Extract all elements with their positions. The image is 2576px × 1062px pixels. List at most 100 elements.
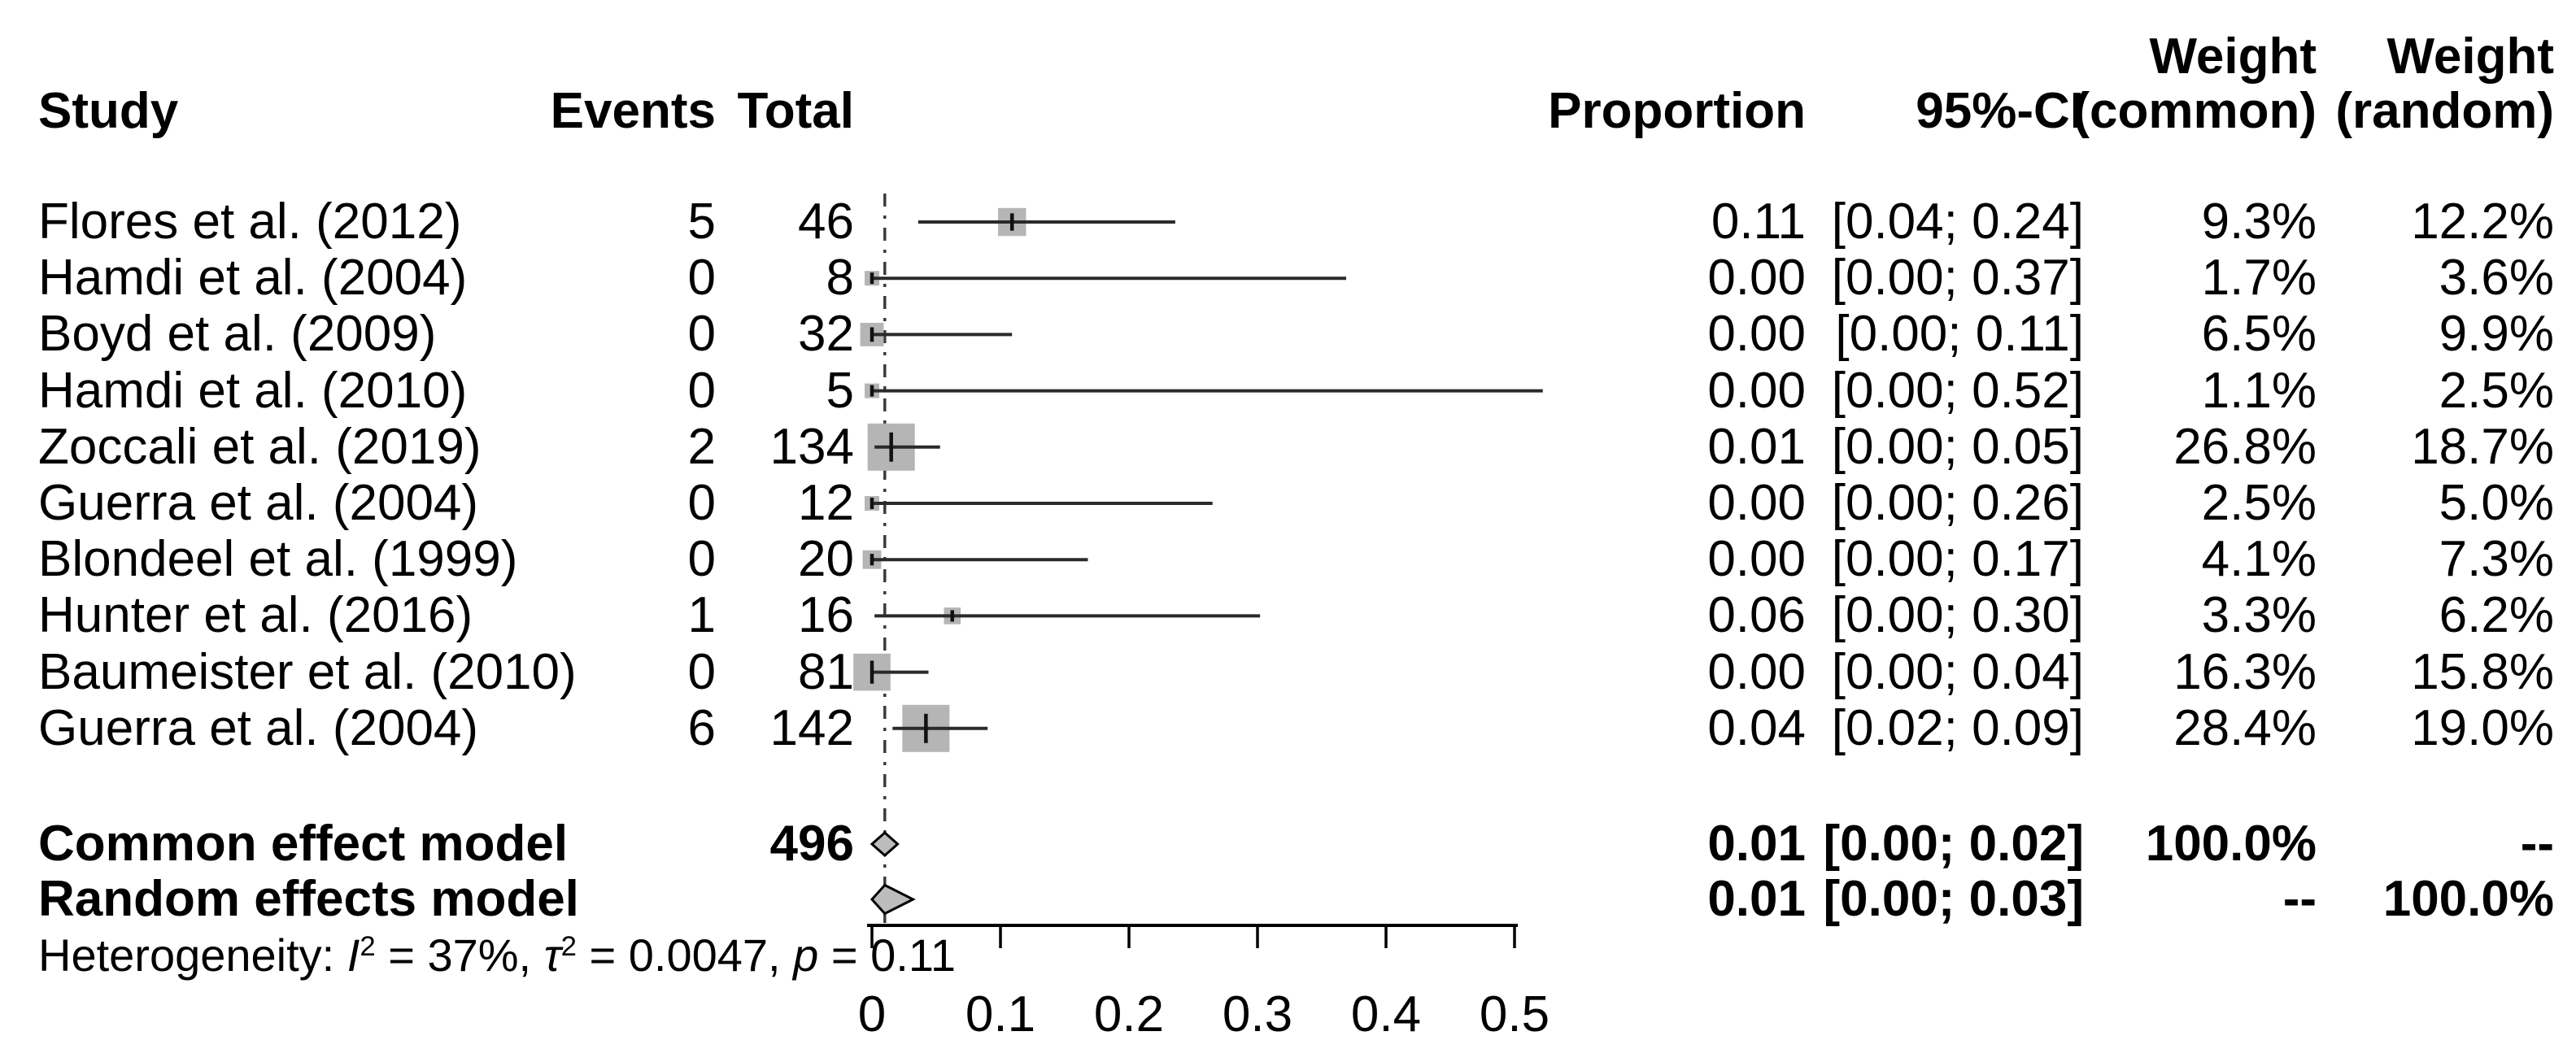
x-tick-label: 0 (858, 986, 886, 1042)
cell-proportion: 0.06 (1707, 587, 1806, 644)
cell-weight-random: 5.0% (2439, 475, 2554, 531)
cell-study-name: Hamdi et al. (2004) (38, 250, 468, 307)
col-header-study: Study (38, 83, 179, 139)
cell-study-name: Guerra et al. (2004) (38, 475, 479, 531)
col-header-total: Total (737, 83, 855, 139)
common-effect-proportion: 0.01 (1707, 816, 1806, 872)
cell-proportion: 0.00 (1707, 531, 1806, 588)
cell-proportion: 0.00 (1707, 306, 1806, 363)
cell-ci: [0.00; 0.52] (1831, 362, 2084, 419)
cell-ci: [0.00; 0.30] (1831, 587, 2084, 644)
cell-total: 16 (798, 587, 854, 644)
x-tick-label: 0.2 (1094, 986, 1164, 1042)
cell-total: 32 (798, 306, 854, 363)
cell-weight-random: 15.8% (2411, 643, 2554, 700)
het-prefix: Heterogeneity: (38, 929, 347, 981)
cell-events: 0 (687, 531, 716, 588)
cell-weight-common: 1.1% (2201, 362, 2317, 419)
common-effect-weight-common: 100.0% (2145, 816, 2317, 872)
cell-weight-random: 6.2% (2439, 587, 2554, 644)
col-header-proportion: Proportion (1548, 83, 1806, 139)
cell-weight-random: 18.7% (2411, 418, 2554, 475)
cell-proportion: 0.00 (1707, 643, 1806, 700)
cell-ci: [0.00; 0.37] (1831, 250, 2084, 307)
random-effects-weight-common: -- (2282, 871, 2317, 927)
cell-ci: [0.02; 0.09] (1831, 699, 2084, 756)
x-tick-label: 0.1 (965, 986, 1035, 1042)
cell-events: 0 (687, 643, 716, 700)
col-header-weight-random-line1: Weight (2386, 28, 2555, 85)
cell-total: 20 (798, 531, 854, 588)
cell-study-name: Zoccali et al. (2019) (38, 418, 482, 475)
cell-study-name: Boyd et al. (2009) (38, 306, 437, 363)
heterogeneity-stats: Heterogeneity: I2 = 37%, τ2 = 0.0047, p … (38, 933, 956, 978)
cell-events: 5 (687, 194, 716, 250)
cell-weight-common: 6.5% (2201, 306, 2317, 363)
cell-events: 6 (687, 699, 716, 756)
common-effect-ci: [0.00; 0.02] (1823, 816, 2084, 872)
col-header-weight-common-line1: Weight (2149, 28, 2317, 85)
cell-weight-common: 9.3% (2201, 194, 2317, 250)
cell-weight-common: 3.3% (2201, 587, 2317, 644)
het-tau-symbol: τ (543, 929, 561, 981)
cell-ci: [0.00; 0.26] (1831, 475, 2084, 531)
col-header-events: Events (550, 83, 716, 139)
col-header-weight-random-line2: (random) (2335, 83, 2554, 139)
het-i-sup: 2 (360, 930, 376, 962)
cell-proportion: 0.00 (1707, 475, 1806, 531)
cell-ci: [0.04; 0.24] (1831, 194, 2084, 250)
cell-events: 1 (687, 587, 716, 644)
cell-study-name: Guerra et al. (2004) (38, 699, 479, 756)
cell-weight-random: 2.5% (2439, 362, 2554, 419)
cell-total: 8 (826, 250, 854, 307)
cell-events: 0 (687, 475, 716, 531)
cell-weight-common: 4.1% (2201, 531, 2317, 588)
cell-weight-random: 19.0% (2411, 699, 2554, 756)
common-effect-label: Common effect model (38, 816, 569, 872)
het-p-symbol: p (793, 929, 819, 981)
common-effect-weight-random: -- (2520, 816, 2554, 872)
cell-total: 134 (769, 418, 854, 475)
cell-weight-common: 26.8% (2173, 418, 2317, 475)
het-i-value: = 37%, (375, 929, 544, 981)
cell-ci: [0.00; 0.05] (1831, 418, 2084, 475)
cell-events: 0 (687, 250, 716, 307)
cell-total: 12 (798, 475, 854, 531)
x-tick-label: 0.5 (1480, 986, 1550, 1042)
cell-proportion: 0.11 (1711, 194, 1806, 250)
het-tau-value: = 0.0047, (576, 929, 794, 981)
cell-total: 46 (798, 194, 854, 250)
het-tau-sup: 2 (560, 930, 577, 962)
cell-weight-common: 2.5% (2201, 475, 2317, 531)
cell-weight-random: 7.3% (2439, 531, 2554, 588)
cell-proportion: 0.00 (1707, 250, 1806, 307)
cell-weight-random: 9.9% (2439, 306, 2554, 363)
col-header-weight-common-line2: (common) (2073, 83, 2317, 139)
cell-weight-common: 1.7% (2201, 250, 2317, 307)
random-effects-ci: [0.00; 0.03] (1823, 871, 2084, 927)
cell-ci: [0.00; 0.17] (1831, 531, 2084, 588)
x-tick-label: 0.4 (1351, 986, 1421, 1042)
cell-total: 142 (769, 699, 854, 756)
col-header-ci: 95%-CI (1916, 83, 2084, 139)
cell-weight-common: 16.3% (2173, 643, 2317, 700)
cell-ci: [0.00; 0.11] (1835, 306, 2084, 363)
cell-total: 5 (826, 362, 854, 419)
cell-ci: [0.00; 0.04] (1831, 643, 2084, 700)
cell-weight-random: 3.6% (2439, 250, 2554, 307)
cell-weight-random: 12.2% (2411, 194, 2554, 250)
random-effects-label: Random effects model (38, 871, 579, 927)
cell-study-name: Hunter et al. (2016) (38, 587, 473, 644)
cell-proportion: 0.00 (1707, 362, 1806, 419)
cell-events: 2 (687, 418, 716, 475)
cell-study-name: Flores et al. (2012) (38, 194, 462, 250)
common-effect-total: 496 (769, 816, 854, 872)
cell-weight-common: 28.4% (2173, 699, 2317, 756)
random-effects-weight-random: 100.0% (2382, 871, 2554, 927)
het-i-symbol: I (347, 929, 360, 981)
cell-proportion: 0.01 (1707, 418, 1806, 475)
cell-events: 0 (687, 362, 716, 419)
cell-events: 0 (687, 306, 716, 363)
cell-study-name: Hamdi et al. (2010) (38, 362, 468, 419)
